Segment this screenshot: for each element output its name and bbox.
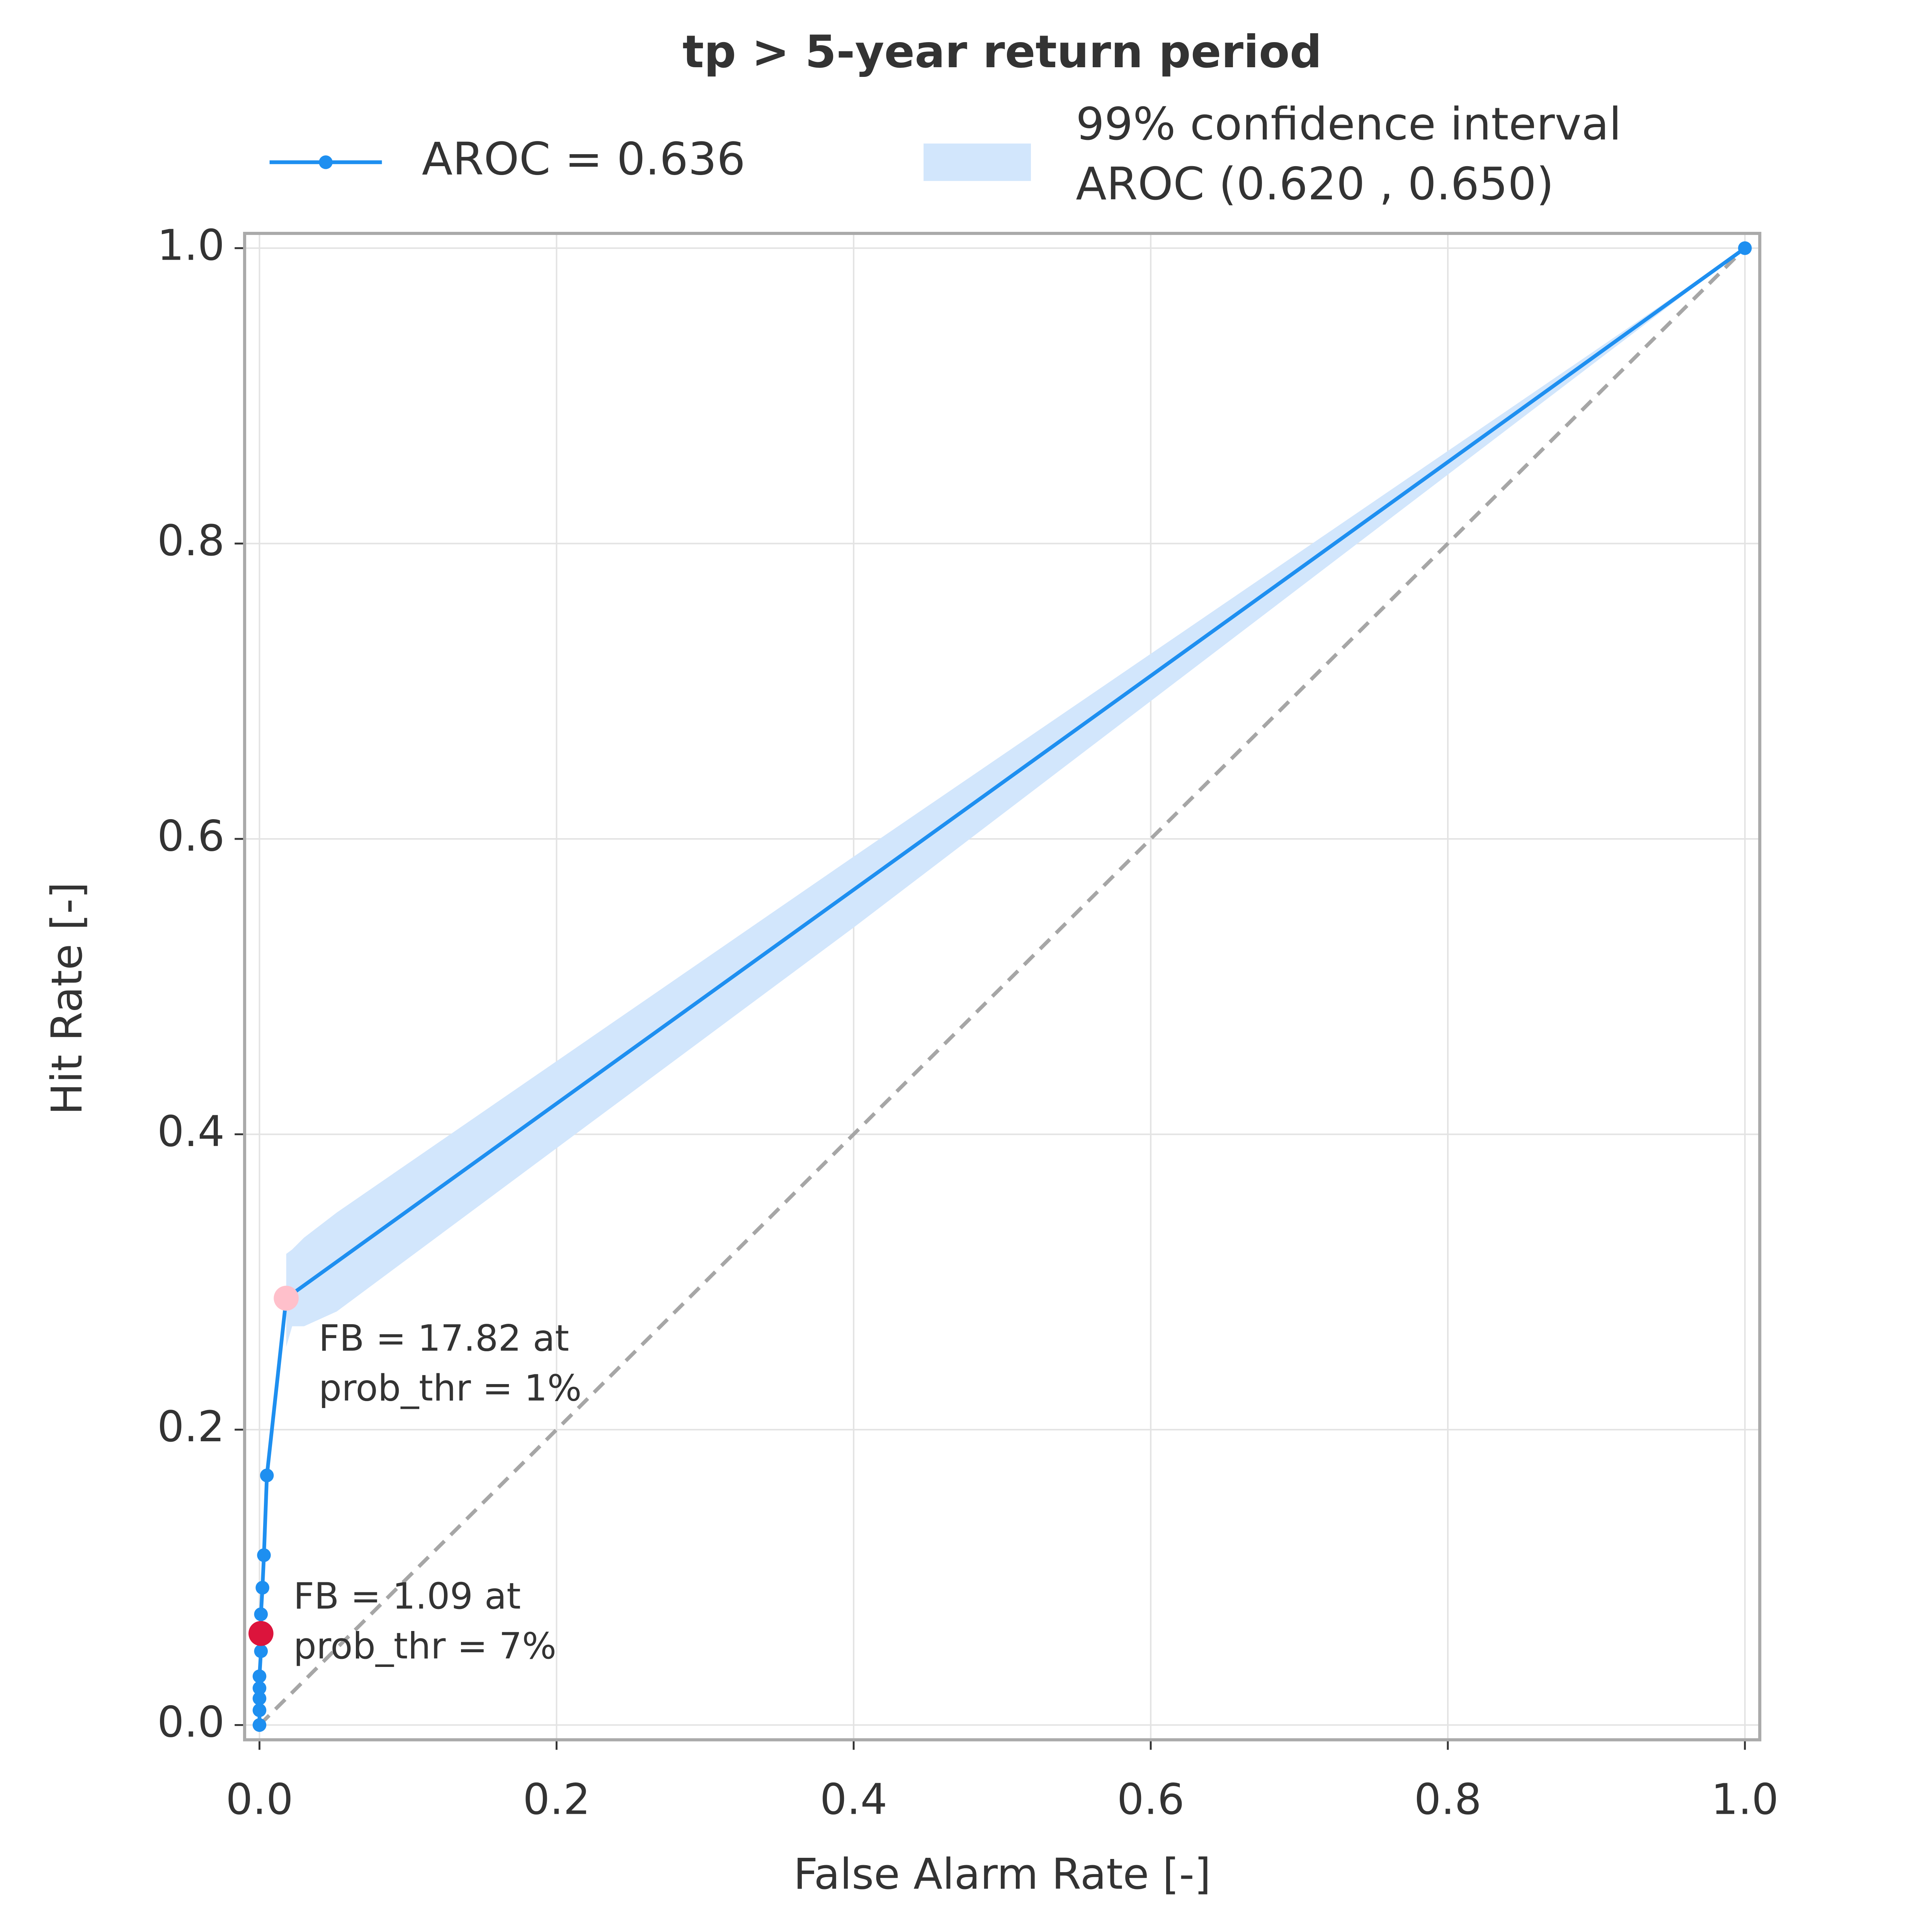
x-axis-label: False Alarm Rate [-] (793, 1849, 1211, 1899)
y-tick-label: 0.0 (157, 1697, 225, 1747)
highlight-point (248, 1621, 274, 1646)
legend-label: 99% confidence interval (1076, 98, 1621, 150)
y-axis-label: Hit Rate [-] (42, 882, 92, 1115)
y-tick-label: 0.8 (157, 516, 225, 565)
y-tick-label: 0.4 (157, 1107, 225, 1156)
plot-frame (243, 231, 1762, 1742)
highlight-point (274, 1286, 299, 1311)
roc-point (257, 1548, 271, 1562)
roc-point (260, 1468, 274, 1483)
roc-point (1738, 241, 1752, 255)
x-tick-label: 0.4 (820, 1774, 888, 1824)
y-tick-label: 0.6 (157, 811, 225, 861)
legend-marker (319, 155, 333, 169)
y-tick-label: 0.2 (157, 1402, 225, 1451)
annotation: prob_thr = 1% (319, 1367, 582, 1410)
legend-band (923, 143, 1031, 181)
legend-label: AROC (0.620 , 0.650) (1076, 158, 1554, 210)
roc-point (252, 1703, 267, 1717)
roc-point (255, 1581, 269, 1595)
roc-point (254, 1607, 268, 1621)
roc-point (254, 1644, 268, 1658)
roc-point (252, 1669, 267, 1683)
x-tick-label: 0.6 (1117, 1774, 1185, 1824)
annotation: FB = 17.82 at (319, 1317, 569, 1359)
x-tick-label: 0.8 (1414, 1774, 1482, 1824)
confidence-band (286, 248, 1745, 1347)
x-tick-label: 1.0 (1711, 1774, 1779, 1824)
annotation: FB = 1.09 at (293, 1575, 521, 1617)
reference-line (258, 247, 1747, 1726)
annotation: prob_thr = 7% (293, 1625, 556, 1667)
legend-label: AROC = 0.636 (422, 133, 745, 185)
chart-title: tp > 5-year return period (682, 26, 1322, 78)
roc-point (252, 1691, 267, 1706)
x-tick-label: 0.0 (226, 1774, 293, 1824)
roc-point (252, 1681, 267, 1695)
y-tick-label: 1.0 (157, 220, 225, 270)
roc-point (252, 1718, 267, 1732)
x-tick-label: 0.2 (523, 1774, 590, 1824)
